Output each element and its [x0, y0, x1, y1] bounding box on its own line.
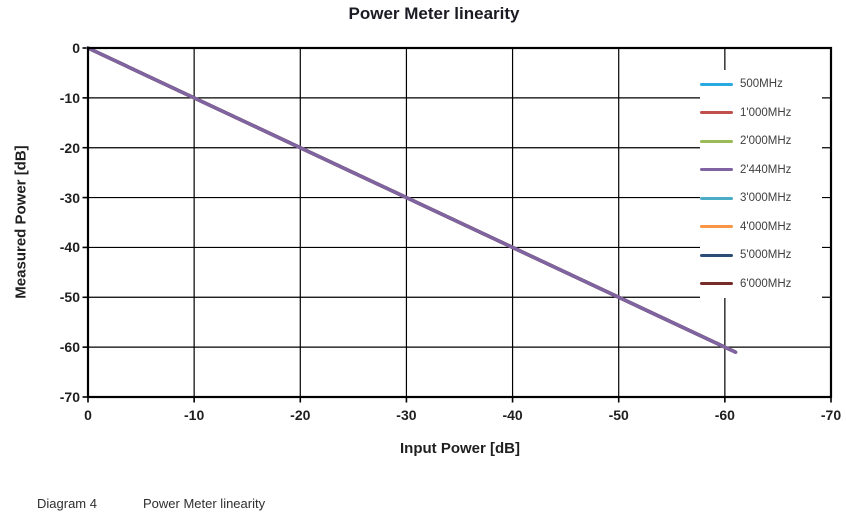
legend-item: 2'000MHz — [700, 127, 822, 156]
legend-label: 6'000MHz — [740, 277, 792, 290]
x-tick-label: -50 — [608, 407, 629, 423]
legend-line-swatch — [700, 253, 733, 257]
legend-line-swatch — [700, 196, 733, 200]
legend-line-swatch — [700, 82, 733, 86]
legend-label: 2'000MHz — [740, 135, 792, 148]
legend-line-swatch — [700, 282, 733, 286]
legend-item: 2'440MHz — [700, 156, 822, 185]
legend-label: 500MHz — [740, 78, 783, 91]
y-tick-label: -50 — [59, 289, 80, 306]
x-tick-label: -20 — [290, 407, 311, 423]
y-axis-title: Measured Power [dB] — [12, 145, 30, 299]
legend-item: 4'000MHz — [700, 213, 822, 242]
x-tick-label: -70 — [820, 407, 842, 423]
legend: 500MHz 1'000MHz 2'000MHz 2'440MHz 3'000MHz 4'… — [700, 70, 822, 298]
x-axis-title: Input Power [dB] — [400, 440, 520, 457]
y-tick-label: -60 — [59, 339, 80, 356]
series-line-2'440MHz — [86, 46, 738, 354]
legend-label: 2'440MHz — [740, 163, 792, 176]
x-tick-label: 0 — [84, 407, 92, 423]
legend-item: 3'000MHz — [700, 184, 822, 213]
legend-item: 6'000MHz — [700, 270, 822, 299]
caption-text: Power Meter linearity — [143, 496, 266, 511]
caption-label: Diagram 4 — [37, 496, 97, 511]
legend-label: 4'000MHz — [740, 220, 792, 233]
legend-line-swatch — [700, 225, 733, 229]
legend-item: 5'000MHz — [700, 241, 822, 270]
plot-border — [86, 46, 833, 399]
x-tick-label: -10 — [184, 407, 205, 423]
legend-item: 500MHz — [700, 70, 822, 99]
y-tick-label: -70 — [59, 389, 80, 405]
y-tick-label: -20 — [59, 139, 80, 156]
legend-label: 5'000MHz — [740, 249, 792, 262]
legend-line-swatch — [700, 139, 733, 143]
legend-line-swatch — [700, 111, 733, 115]
y-tick-label: -10 — [59, 89, 80, 106]
legend-label: 3'000MHz — [740, 192, 792, 205]
y-tick-label: 0 — [72, 40, 80, 56]
legend-line-swatch — [700, 168, 733, 172]
legend-label: 1'000MHz — [740, 106, 792, 119]
y-tick-label: -40 — [59, 239, 80, 256]
y-tick-label: -30 — [59, 189, 80, 206]
x-tick-label: -30 — [396, 407, 417, 423]
x-tick-label: -40 — [502, 407, 523, 423]
chart-title: Power Meter linearity — [348, 4, 520, 23]
legend-item: 1'000MHz — [700, 99, 822, 128]
x-tick-label: -60 — [714, 407, 735, 423]
